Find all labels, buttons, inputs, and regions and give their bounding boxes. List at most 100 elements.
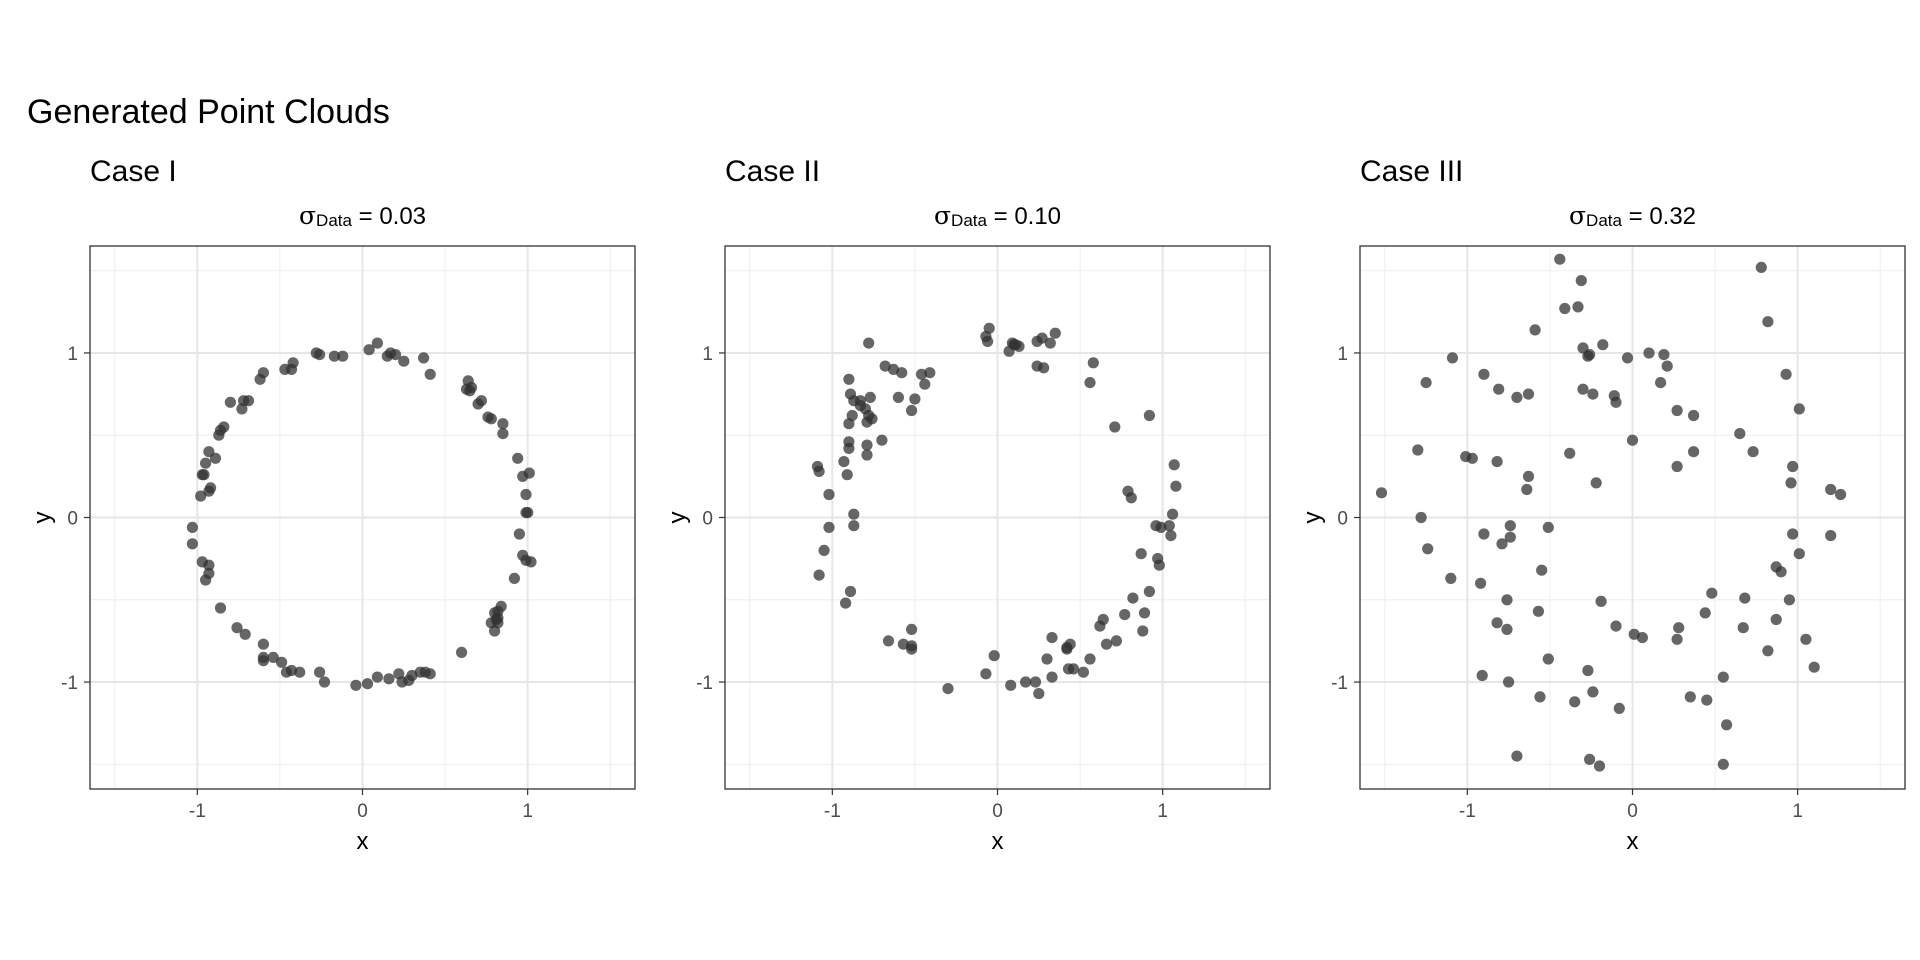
data-point [1375, 487, 1388, 499]
data-point [1109, 421, 1121, 433]
data-point [1595, 595, 1607, 608]
x-tick-label: -1 [824, 801, 841, 822]
data-point [1153, 559, 1165, 571]
data-point [1590, 477, 1602, 489]
data-point [1127, 592, 1139, 604]
panel-subtitle: σData = 0.03 [299, 200, 426, 235]
data-point [203, 559, 215, 571]
scatter-panel-1: Case I σData = 0.03 -1 -1 0 0 1 1 x y [0, 0, 640, 960]
data-point [1587, 686, 1599, 698]
data-point [1504, 531, 1516, 543]
data-point [1655, 377, 1667, 389]
data-point [1029, 676, 1042, 688]
scatter-plot: -1 -1 0 0 1 1 x y [664, 245, 1271, 855]
data-point [239, 628, 251, 640]
data-point [1701, 694, 1713, 706]
data-point [1684, 691, 1696, 703]
data-point [497, 428, 509, 440]
data-point [909, 393, 921, 405]
data-point [186, 538, 198, 550]
y-tick-label: -1 [61, 673, 78, 694]
data-point [1559, 302, 1571, 315]
data-point [864, 391, 876, 403]
data-point [841, 469, 853, 481]
y-tick-label: 0 [702, 509, 713, 530]
data-point [843, 442, 855, 454]
data-point [1572, 301, 1584, 313]
data-point [1466, 452, 1478, 464]
data-point [1046, 671, 1058, 683]
data-point [844, 388, 857, 400]
data-point [818, 544, 830, 557]
data-point [1658, 349, 1670, 361]
data-point [896, 367, 908, 379]
data-point [1005, 679, 1017, 691]
data-point [472, 398, 484, 410]
x-tick-label: 0 [1627, 801, 1638, 822]
y-tick-label: 1 [67, 344, 78, 365]
data-point [196, 469, 208, 481]
data-point [371, 337, 383, 349]
data-point [982, 335, 994, 347]
data-point [1593, 760, 1606, 772]
data-point [389, 349, 402, 361]
data-point [1582, 350, 1594, 362]
data-point [1143, 409, 1155, 422]
scatter-plot: -1 -1 0 0 1 1 x y [1299, 245, 1906, 855]
data-point [203, 485, 215, 497]
data-point [1582, 664, 1594, 677]
data-point [1808, 661, 1820, 673]
x-tick-label: 0 [357, 801, 368, 822]
y-tick-label: 0 [67, 509, 78, 530]
data-point [1825, 483, 1837, 496]
data-point [840, 597, 852, 609]
sigma-subscript: Data [951, 211, 987, 230]
data-point [1575, 275, 1587, 287]
data-point [843, 418, 855, 430]
sigma-symbol: σ [933, 201, 952, 230]
data-point [1143, 585, 1155, 598]
data-point [1036, 332, 1048, 344]
data-point [861, 439, 873, 451]
data-point [1643, 347, 1655, 359]
data-point [424, 668, 436, 680]
data-point [276, 656, 288, 668]
data-point [1412, 444, 1424, 456]
data-point [1688, 446, 1700, 458]
sigma-symbol: σ [298, 201, 317, 230]
data-point [1077, 666, 1089, 678]
data-point [465, 381, 478, 394]
data-point [224, 396, 236, 408]
data-point [1699, 607, 1711, 619]
sigma-subscript: Data [316, 211, 352, 230]
data-point [906, 623, 918, 636]
data-point [1422, 543, 1434, 555]
data-point [1491, 456, 1503, 468]
data-point [492, 617, 504, 629]
y-tick-label: 1 [702, 344, 713, 365]
data-point [1569, 696, 1581, 708]
data-point [203, 567, 215, 580]
data-point [1521, 483, 1533, 496]
data-point [1084, 377, 1096, 389]
data-point [1165, 530, 1177, 542]
data-point [267, 651, 279, 664]
data-point [1542, 653, 1554, 665]
data-point [1661, 360, 1673, 372]
data-point [844, 585, 857, 598]
sigma-subscript: Data [1586, 211, 1622, 230]
data-point [285, 363, 298, 375]
data-point [257, 638, 269, 650]
data-point [1094, 620, 1106, 632]
y-tick-label: 1 [1337, 344, 1348, 365]
data-point [418, 352, 430, 364]
data-point [882, 635, 895, 647]
data-point [1087, 357, 1099, 369]
data-point [1554, 253, 1566, 265]
data-point [1577, 342, 1589, 354]
data-point [1478, 368, 1490, 380]
data-point [861, 449, 873, 461]
data-point [1155, 521, 1167, 534]
data-point [1621, 352, 1634, 364]
data-point [906, 404, 918, 417]
